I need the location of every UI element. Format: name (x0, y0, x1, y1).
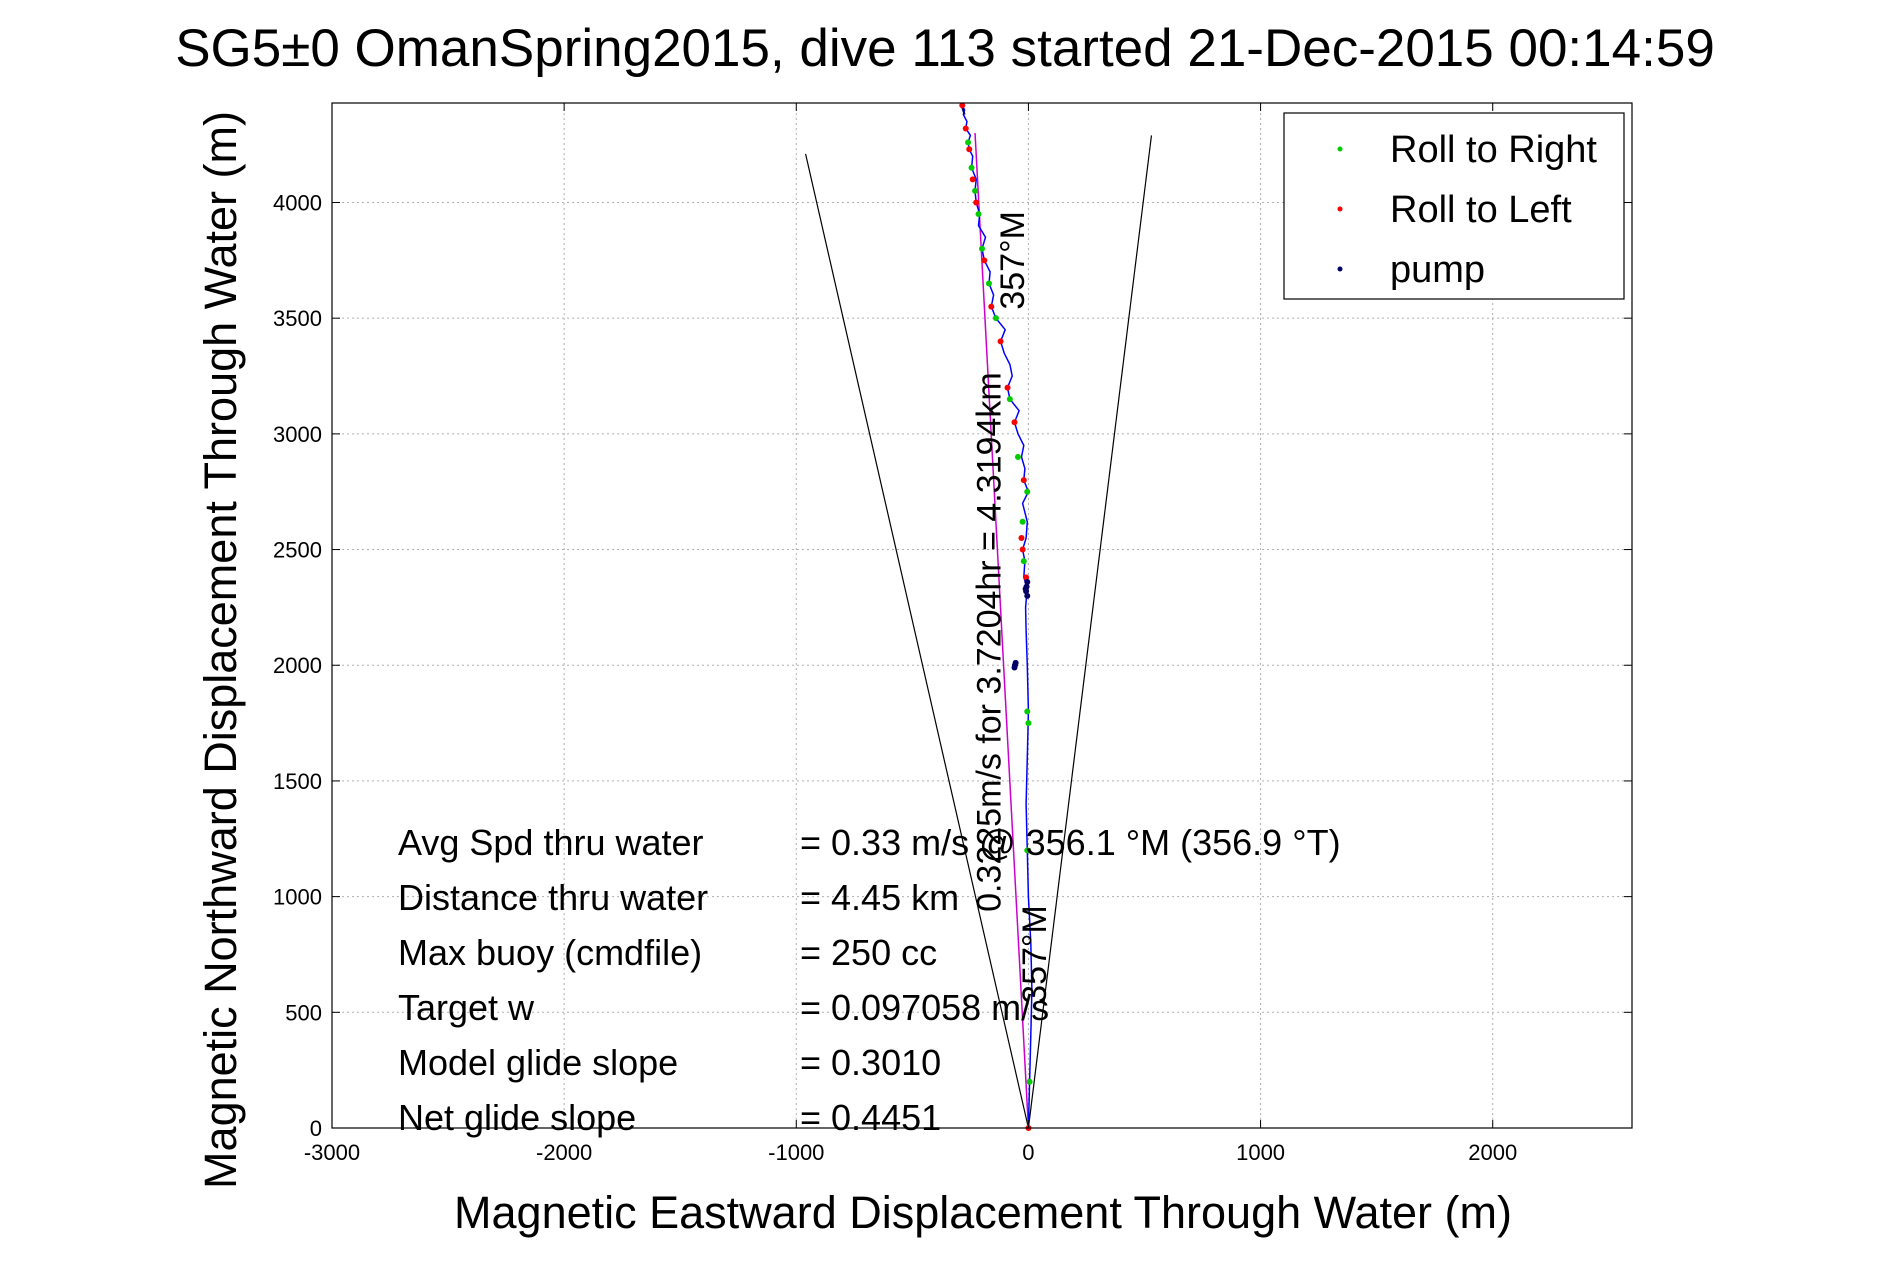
x-tick-label: -1000 (768, 1140, 824, 1165)
y-tick-label: 3000 (273, 422, 322, 447)
pump-point (1023, 583, 1030, 590)
y-tick-label: 2000 (273, 653, 322, 678)
stat-label: Model glide slope (398, 1042, 678, 1083)
heading-line-group (974, 133, 1030, 1129)
pump-point (1024, 578, 1031, 585)
x-tick-label: 1000 (1236, 1140, 1285, 1165)
stat-label: Net glide slope (398, 1097, 636, 1138)
plot-frame (331, 102, 1633, 1129)
y-tick-label: 1500 (273, 769, 322, 794)
stat-value: = 0.3010 (800, 1042, 941, 1083)
legend-label: Roll to Right (1390, 129, 1597, 171)
x-tick-label: -2000 (536, 1140, 592, 1165)
annotations: 357°M0.3225m/s for 3.7204hr = 4.3194km35… (971, 211, 1054, 1004)
roll-to-right-point (979, 245, 985, 252)
roll-to-right-point (965, 139, 972, 146)
y-axis: 0 500 1000 1500 2000 2500 3000 3500 4000 (273, 190, 1632, 1141)
stat-value: = 0.4451 (800, 1097, 941, 1138)
pump-point (1023, 588, 1030, 595)
x-axis: -3000 -2000 -1000 0 1000 2000 (304, 103, 1517, 1165)
roll-to-left-point (1011, 419, 1018, 426)
roll-to-right-point (1020, 558, 1027, 565)
y-tick-label: 0 (310, 1116, 322, 1141)
roll-to-right-point (1019, 518, 1026, 525)
x-axis-label: Magnetic Eastward Displacement Through W… (454, 1187, 1512, 1238)
y-tick-label: 500 (285, 1000, 322, 1025)
cone-line (804, 153, 1030, 1129)
annotation: 357°M (994, 211, 1032, 310)
roll-to-left-point (962, 125, 969, 132)
y-tick-label: 2500 (273, 538, 322, 563)
heading-cone (804, 135, 1153, 1129)
roll-to-right-point (985, 280, 992, 287)
stat-label: Avg Spd thru water (398, 822, 704, 863)
roll-to-right-point (972, 187, 979, 194)
roll-to-left-point (981, 257, 988, 264)
roll-to-left-point (1018, 534, 1025, 541)
roll-to-left-point (1020, 477, 1027, 484)
y-tick-label: 1000 (273, 885, 322, 910)
stat-value: = 250 cc (800, 932, 937, 973)
heading-line (974, 133, 1030, 1129)
points-group (959, 102, 1033, 1131)
legend-label: Roll to Left (1390, 189, 1572, 231)
roll-to-left-point (966, 146, 973, 153)
legend-label: pump (1390, 249, 1485, 291)
legend-marker (1337, 146, 1343, 152)
roll-to-right-point (1024, 708, 1031, 715)
y-tick-label: 4000 (273, 190, 322, 215)
roll-to-right-point (1006, 396, 1013, 403)
roll-to-left-point (973, 199, 980, 206)
stat-label: Max buoy (cmdfile) (398, 932, 702, 973)
stats-block: Avg Spd thru water = 0.33 m/s @ 356.1 °M … (398, 822, 1341, 1138)
stat-value: = 0.33 m/s @ 356.1 °M (356.9 °T) (800, 822, 1341, 863)
legend: Roll to Right Roll to Left pump (1283, 112, 1625, 300)
roll-to-left-point (959, 102, 966, 109)
roll-to-right-point (968, 164, 975, 171)
annotation: 357°M (1016, 905, 1054, 1004)
roll-to-right-point (1014, 454, 1021, 461)
x-tick-label: 0 (1022, 1140, 1034, 1165)
pump-point (1011, 664, 1018, 671)
roll-to-right-point (975, 211, 982, 218)
x-tick-label: 2000 (1468, 1140, 1517, 1165)
roll-to-right-point (1024, 488, 1031, 495)
annotation: 0.3225m/s for 3.7204hr = 4.3194km (971, 372, 1009, 912)
roll-to-left-point (969, 176, 976, 183)
roll-to-right-point (992, 315, 999, 322)
x-tick-label: -3000 (304, 1140, 360, 1165)
legend-marker (1337, 206, 1343, 212)
roll-to-left-point (1004, 384, 1011, 391)
legend-marker (1337, 266, 1343, 272)
roll-to-left-point (997, 338, 1004, 345)
stat-label: Distance thru water (398, 877, 708, 918)
roll-to-left-point (988, 303, 995, 310)
pump-point (1024, 592, 1031, 599)
roll-to-left-point (1023, 574, 1030, 581)
stat-label: Target w (398, 987, 535, 1028)
roll-to-right-point (1024, 847, 1031, 854)
cone-line (1027, 135, 1153, 1129)
roll-to-left-point (1019, 546, 1026, 553)
roll-to-right-point (1025, 720, 1032, 727)
y-axis-label: Magnetic Northward Displacement Through … (195, 111, 246, 1189)
chart-title: SG5±0 OmanSpring2015, dive 113 started 2… (175, 19, 1715, 78)
roll-to-right-point (1026, 1078, 1033, 1085)
stat-value: = 0.097058 m/s (800, 987, 1049, 1028)
y-tick-label: 3500 (273, 306, 322, 331)
stat-value: = 4.45 km (800, 877, 959, 918)
